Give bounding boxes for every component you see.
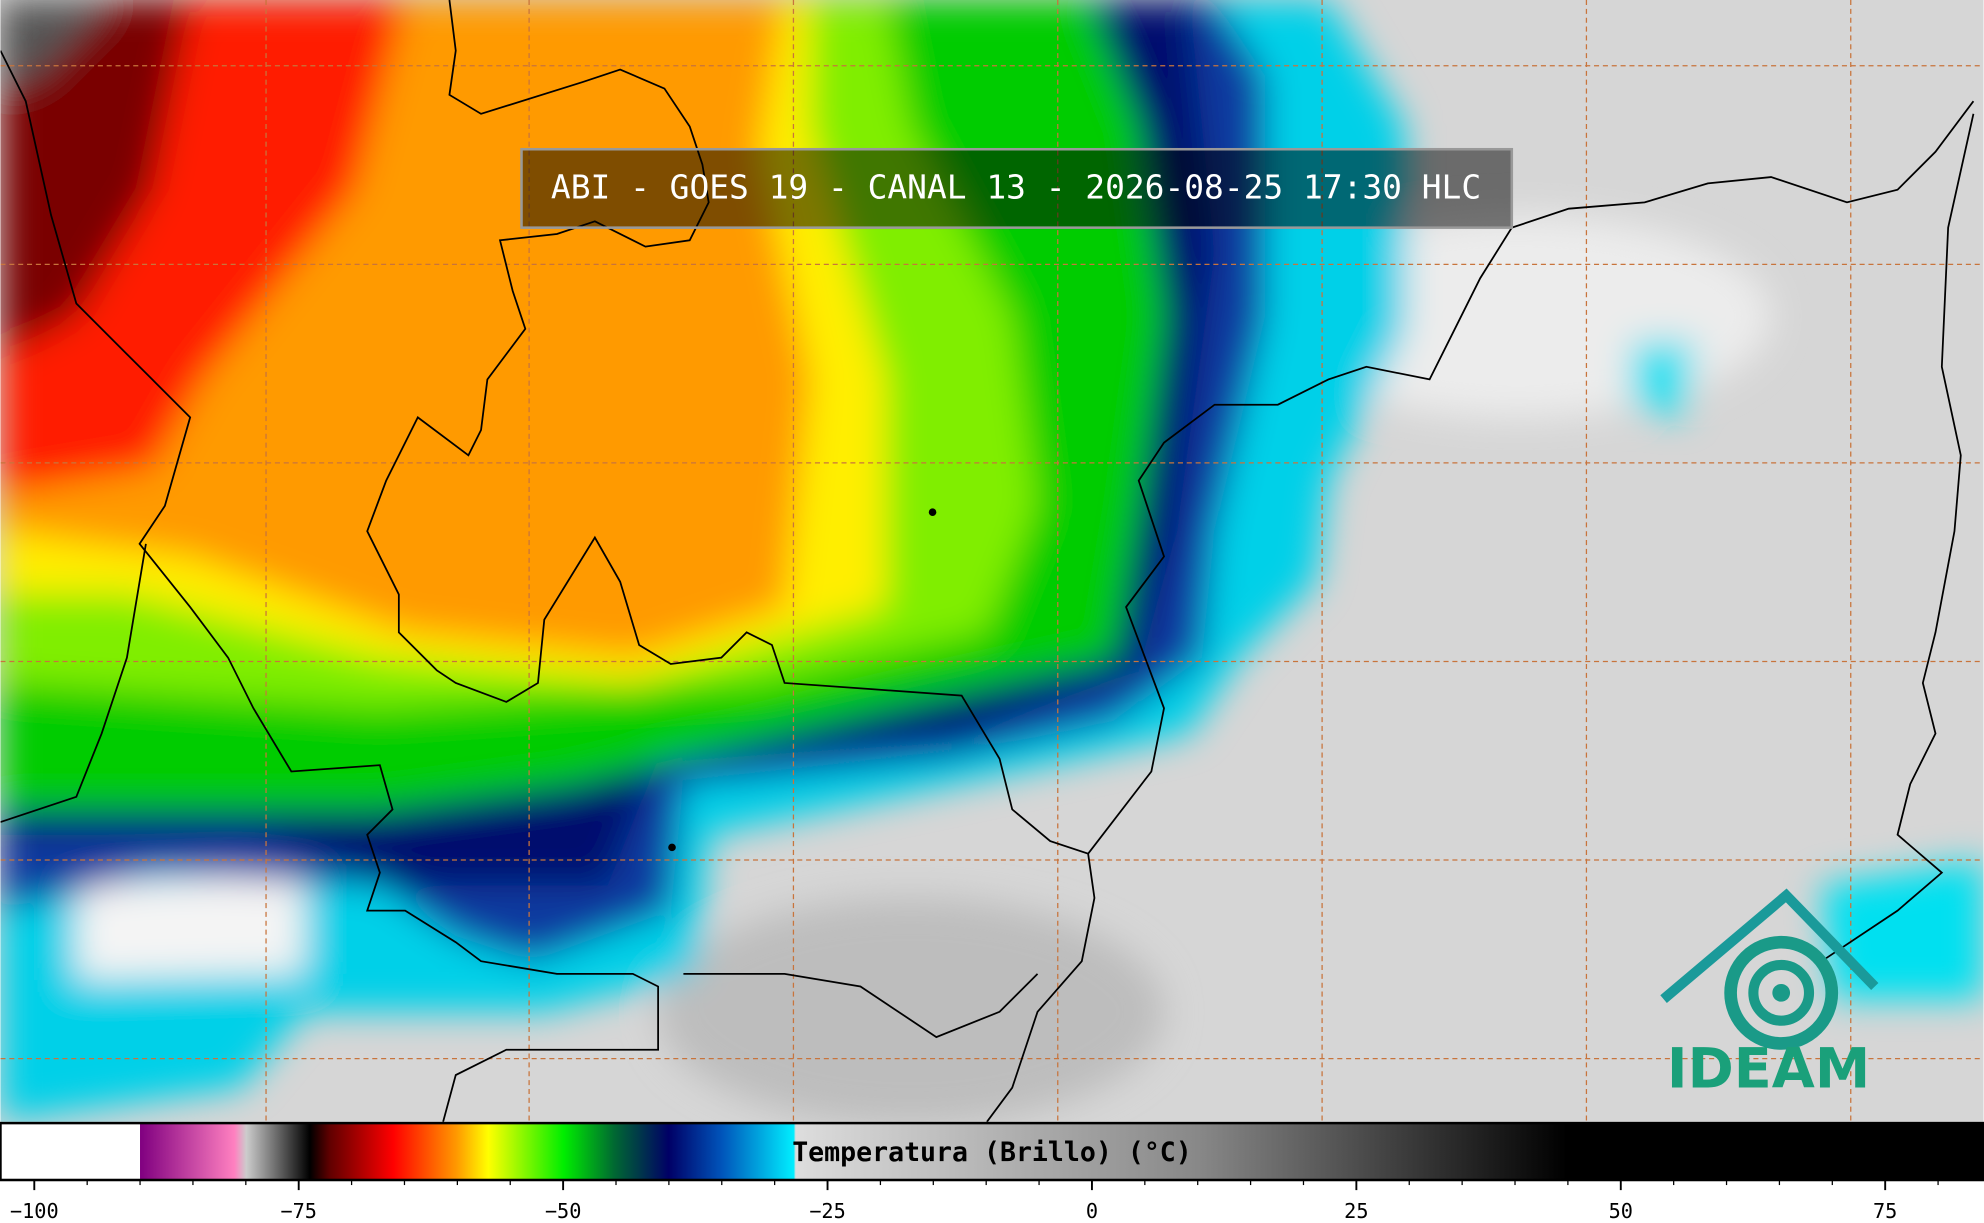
- tick-label: −25: [809, 1199, 846, 1223]
- tick-label: −100: [10, 1199, 59, 1223]
- tick-label: 75: [1873, 1199, 1897, 1223]
- tick-label: 0: [1086, 1199, 1098, 1223]
- title-box: [520, 147, 1514, 229]
- logo: IDEAM: [1660, 888, 1879, 1102]
- tick-label: 50: [1609, 1199, 1633, 1223]
- colorbar-label: Temperatura (Brillo) (°C): [792, 1137, 1192, 1168]
- tick-label: −75: [280, 1199, 317, 1223]
- tick-label: −50: [545, 1199, 582, 1223]
- tick-label: 25: [1344, 1199, 1368, 1223]
- colorbar: Temperatura (Brillo) (°C) −100 −75 −50 −25 0…: [0, 1121, 1984, 1223]
- logo-text: IDEAM: [1667, 1037, 1870, 1102]
- graticule: [0, 0, 1984, 1122]
- colorbar-ramp: [0, 1121, 1984, 1182]
- map-image: IDEAM ABI - GOES 19 - CANAL 13 - 2026-08…: [0, 0, 1984, 1122]
- title: ABI - GOES 19 - CANAL 13 - 2026-08-25 17…: [551, 168, 1481, 207]
